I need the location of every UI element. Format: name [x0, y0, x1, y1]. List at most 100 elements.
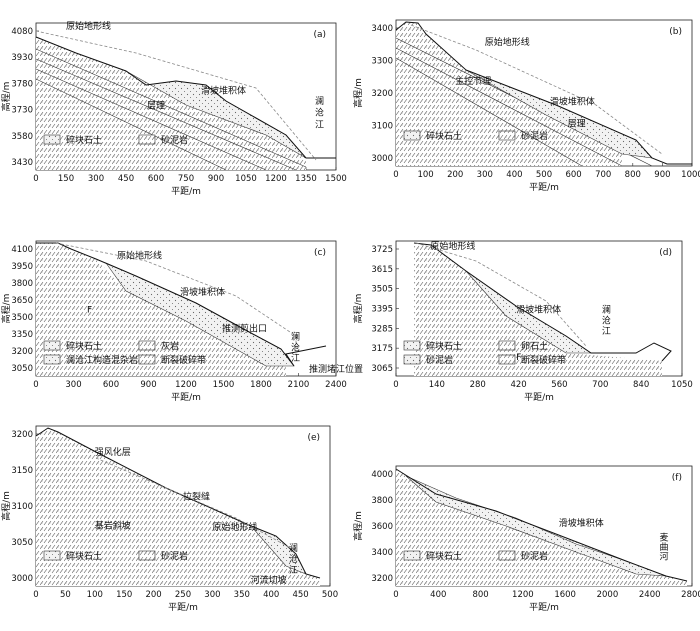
panel-f-terrain	[395, 468, 688, 586]
panel-b-x-tick-label: 500	[536, 170, 552, 180]
panel-a-legend-label: 碎块石土	[66, 134, 102, 146]
panel-d-axes: 0 140 280 420 560 700 840 1050 3065 3175 3285 3395 3…	[352, 240, 693, 403]
panel-a-y-tick-label: 3930	[11, 53, 33, 63]
panel-b-x-tick-label: 1000	[681, 170, 700, 180]
panel-f-axes: 0 400 800 1200 1600 2000 2400 2800 3200 3400 3600 3…	[352, 465, 700, 613]
panel-d-y-tick-label: 3065	[371, 364, 393, 374]
panel-d-annotation: 江	[602, 326, 611, 337]
panel-a-x-tick-label: 0	[33, 174, 38, 184]
panel-c-x-tick-label: 0	[33, 380, 38, 390]
panel-d-x-tick-label: 560	[551, 380, 567, 390]
panel-b-x-tick-label: 400	[506, 170, 522, 180]
cross-section-panel-d: 0 140 280 420 560 700 840 1050 3065 3175 3285 3395 3…	[352, 240, 693, 403]
panel-b-annotation: 原始地形线	[485, 36, 530, 48]
panel-e-legend-swatch	[138, 550, 156, 561]
panel-b-terrain	[395, 21, 692, 167]
panel-a-x-tick-label: 150	[58, 174, 74, 184]
panel-b-x-tick-label: 800	[625, 170, 641, 180]
panel-e-annotation: 澜	[289, 543, 298, 554]
panel-d-legend-swatch	[403, 340, 421, 351]
panel-c-legend-label: 碎块石土	[66, 340, 102, 352]
panel-f-x-tick-label: 2400	[639, 590, 661, 600]
panel-e-legend: 碎块石土 砂泥岩	[43, 550, 188, 562]
panel-e-x-tick-label: 500	[322, 590, 338, 600]
panel-f-ground-surface	[395, 468, 688, 582]
panel-c-annotation: 滑坡堆积体	[180, 286, 225, 298]
panel-f-y-tick-label: 3200	[371, 574, 393, 584]
panel-b-x-tick-label: 700	[595, 170, 611, 180]
panel-d-annotation: F	[516, 353, 521, 363]
panel-b-legend-swatch	[498, 130, 516, 141]
panel-e-annotation: 原始地形线	[212, 521, 257, 533]
panel-f-legend-swatch	[498, 550, 516, 561]
panel-d-ground-surface	[413, 242, 672, 362]
panel-a-bedding-line	[35, 48, 307, 168]
cross-section-panel-c: 0 300 600 900 1200 1500 1800 2100 2400 3050 3200 33…	[0, 240, 363, 403]
panel-f-y-tick-label: 3400	[371, 548, 393, 558]
panel-d-legend-swatch	[498, 354, 516, 365]
panel-f-annotation: 河	[659, 551, 668, 563]
panel-a-x-tick-label: 1350	[295, 174, 317, 184]
panel-c-y-tick-label: 4100	[11, 245, 33, 255]
panel-a-x-tick-label: 900	[208, 174, 224, 184]
panel-a-x-tick-label: 300	[88, 174, 104, 184]
panel-e-y-tick-label: 3150	[11, 466, 33, 476]
panel-d-x-tick-label: 700	[592, 380, 608, 390]
panel-d-annotation: 沧	[602, 314, 611, 326]
panel-b-x-tick-label: 100	[417, 170, 433, 180]
panel-e-x-tick-label: 250	[175, 590, 191, 600]
panel-e-x-tick-label: 300	[204, 590, 220, 600]
panel-c-annotation: 原始地形线	[117, 250, 162, 262]
panel-e-original-terrain-line	[95, 457, 297, 552]
panel-c-terrain	[36, 242, 327, 376]
panel-a-y-tick-label: 4080	[11, 27, 33, 37]
panel-f-annotation: 滑坡堆积体	[559, 517, 604, 529]
panel-a-y-tick-label: 3730	[11, 106, 33, 116]
panel-f-legend-swatch	[403, 550, 421, 561]
panel-a-x-tick-label: 450	[118, 174, 134, 184]
panel-c-tag: (c)	[314, 248, 326, 258]
panel-b-x-tick-label: 900	[654, 170, 670, 180]
panel-d-original-terrain-line	[415, 242, 587, 347]
panel-b-annotation: 滑坡堆积体	[550, 96, 595, 108]
panel-a-x-tick-label: 600	[148, 174, 164, 184]
panel-c-legend-label: 澜沧江构造混杂岩	[66, 354, 138, 366]
panel-a-legend-swatch	[43, 134, 61, 145]
panel-a-x-axis-label: 平距/m	[171, 186, 201, 197]
panel-d-y-tick-label: 3285	[371, 324, 393, 334]
panel-e-annotation: 江	[289, 565, 298, 576]
panel-b-y-tick-label: 3100	[371, 122, 393, 132]
panel-f-legend: 碎块石土 砂泥岩	[403, 550, 548, 562]
panel-e-x-tick-label: 200	[145, 590, 161, 600]
panel-d-terrain	[413, 242, 672, 376]
panel-a-x-tick-label: 750	[178, 174, 194, 184]
panel-a-y-tick-label: 3780	[11, 79, 33, 89]
panel-d-x-tick-label: 280	[470, 380, 486, 390]
panel-f-y-tick-label: 3600	[371, 522, 393, 532]
panel-e-legend-label: 砂泥岩	[161, 550, 188, 562]
panel-c-y-tick-label: 3200	[11, 347, 33, 357]
panel-c-y-tick-label: 3650	[11, 296, 33, 306]
panel-a-annotation: 原始地形线	[66, 20, 111, 32]
panel-e-annotation: 河流切坡	[251, 574, 287, 586]
panel-e-x-tick-label: 0	[33, 590, 38, 600]
panel-c-y-tick-label: 3950	[11, 262, 33, 272]
panel-e-axes: 0 50 100 150 200 250 300 350 400 450 500 3000 3050 31…	[0, 425, 338, 613]
panel-e-x-tick-label: 350	[234, 590, 250, 600]
panel-c-x-tick-label: 2400	[325, 380, 347, 390]
panel-d-legend-label: 碎块石土	[426, 340, 462, 352]
panel-a-bedrock	[36, 37, 306, 170]
panel-e-bedrock	[36, 428, 320, 586]
panel-e-annotation: 强风化层	[95, 446, 131, 458]
panel-d-tag: (d)	[659, 248, 672, 258]
panel-d-y-tick-label: 3725	[371, 245, 393, 255]
cross-section-panel-a: 0 150 300 450 600 750 900 1050 1200 1350 1500 3430 3…	[0, 20, 347, 197]
panel-f-x-tick-label: 0	[393, 590, 398, 600]
panel-a-y-tick-label: 3430	[11, 158, 33, 168]
panel-e-x-tick-label: 400	[263, 590, 279, 600]
panel-a-y-tick-label: 3580	[11, 132, 33, 142]
panel-e-y-tick-label: 3050	[11, 538, 33, 548]
panel-c-legend-swatch	[43, 340, 61, 351]
